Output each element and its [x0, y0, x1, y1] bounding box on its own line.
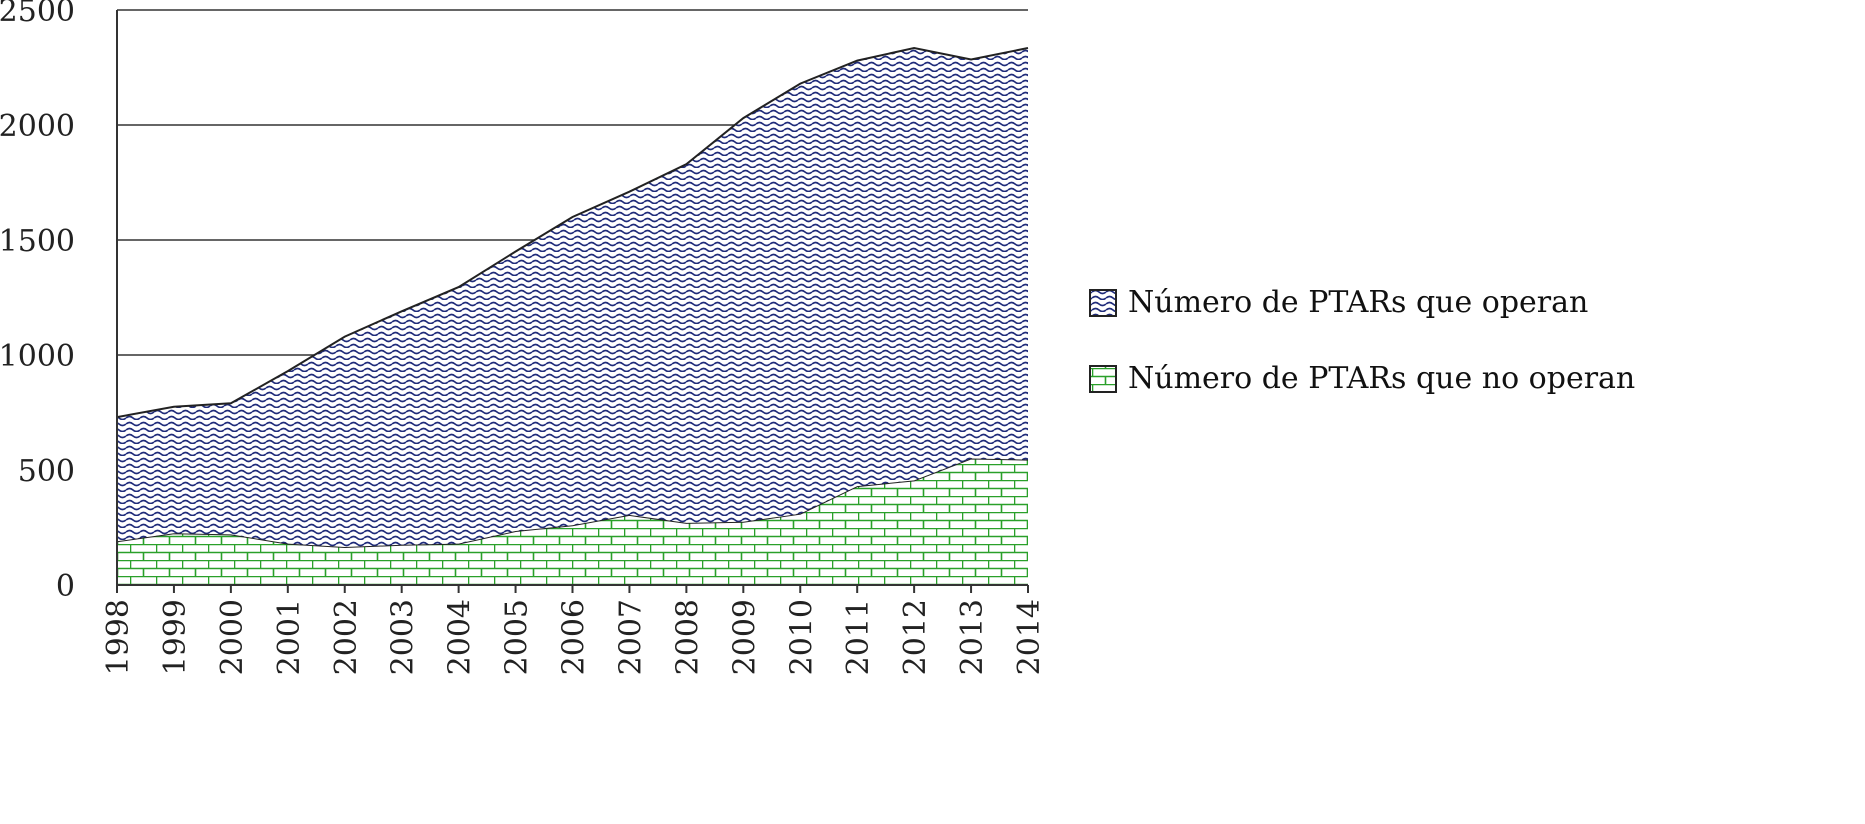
- x-tick-label: 2013: [955, 599, 990, 675]
- x-tick-label: 1999: [158, 599, 193, 675]
- y-tick-label: 2500: [0, 0, 75, 29]
- x-tick-label: 2005: [500, 599, 535, 675]
- legend-swatch: [1089, 289, 1117, 317]
- x-tick-label: 2004: [443, 599, 478, 675]
- x-tick-label: 2001: [272, 599, 307, 675]
- area-series-0: [117, 458, 1028, 585]
- y-tick-labels: 0 500 1000 1500 2000 2500: [0, 0, 75, 604]
- y-tick-label: 0: [56, 569, 75, 604]
- legend: Número de PTARs que operan Número de PTAR…: [1089, 285, 1635, 396]
- x-tick-label: 2003: [386, 599, 421, 675]
- x-tick-label: 1998: [101, 599, 136, 675]
- x-tick-label: 2008: [670, 599, 705, 675]
- x-tick-label: 2006: [557, 599, 592, 675]
- y-tick-label: 500: [18, 454, 75, 489]
- y-tick-label: 1000: [0, 339, 75, 374]
- x-tick-label: 2002: [329, 599, 364, 675]
- series-areas: [116, 46, 1029, 585]
- x-tick-label: 2009: [727, 599, 762, 675]
- legend-swatch: [1089, 365, 1117, 393]
- x-tick-label: 2000: [215, 599, 250, 675]
- x-tick-labels: 1998 1999 2000 2001 2002 2003 2004 2005 2006 2007…: [101, 599, 1047, 675]
- axes: [116, 10, 1029, 593]
- x-tick-label: 2011: [841, 599, 876, 675]
- series-top-line-1: [116, 46, 1029, 419]
- y-tick-label: 1500: [0, 224, 75, 259]
- x-tick-label: 2012: [898, 599, 933, 675]
- x-tick-label: 2010: [784, 599, 819, 675]
- legend-label: Número de PTARs que no operan: [1128, 361, 1635, 396]
- area-series-1: [117, 48, 1028, 547]
- x-tick-label: 2007: [613, 599, 648, 675]
- y-tick-label: 2000: [0, 109, 75, 144]
- legend-label: Número de PTARs que operan: [1128, 285, 1588, 320]
- x-tick-label: 2014: [1012, 599, 1047, 675]
